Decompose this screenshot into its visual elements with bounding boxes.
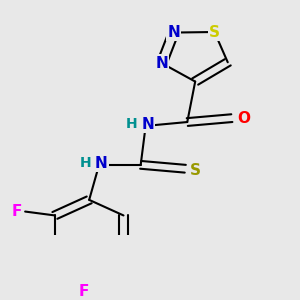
Text: N: N [95, 156, 107, 171]
Text: O: O [237, 111, 250, 126]
Text: S: S [190, 163, 201, 178]
Text: N: N [155, 56, 168, 71]
Text: S: S [209, 25, 220, 40]
Text: H: H [126, 117, 138, 131]
Text: N: N [141, 117, 154, 132]
Text: F: F [12, 204, 22, 219]
Text: F: F [79, 284, 89, 299]
Text: H: H [80, 156, 91, 170]
Text: N: N [167, 25, 180, 40]
